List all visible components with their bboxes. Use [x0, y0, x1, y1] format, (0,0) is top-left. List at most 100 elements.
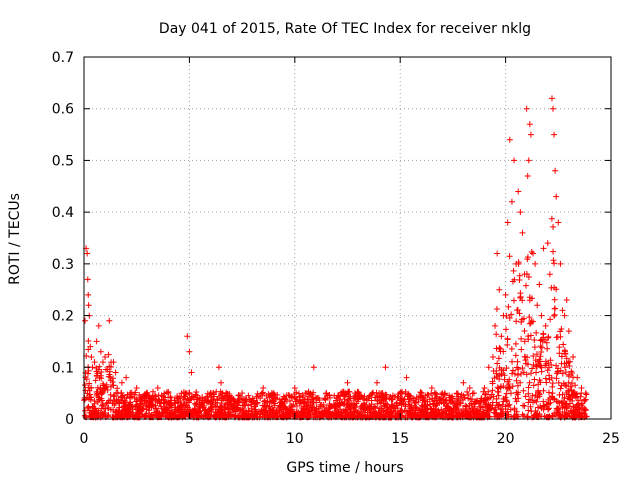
data-point — [291, 384, 298, 391]
data-point — [477, 403, 484, 410]
data-point — [246, 396, 253, 403]
data-point — [128, 411, 135, 418]
data-point — [158, 403, 165, 410]
data-point — [514, 307, 521, 314]
data-point — [317, 401, 324, 408]
data-point — [513, 389, 520, 396]
data-point — [105, 351, 112, 358]
y-tick-label: 0.2 — [52, 309, 74, 325]
data-point — [543, 360, 550, 367]
data-point — [496, 372, 503, 379]
data-point — [271, 400, 278, 407]
data-point — [360, 400, 367, 407]
data-point — [86, 380, 93, 387]
data-point — [96, 363, 103, 370]
data-point — [523, 282, 530, 289]
data-point — [547, 316, 554, 323]
data-point — [133, 384, 140, 391]
data-point — [508, 311, 515, 318]
data-point — [308, 391, 315, 398]
data-point — [253, 408, 260, 415]
data-point — [388, 409, 395, 416]
data-point — [285, 392, 292, 399]
data-point — [231, 405, 238, 412]
data-point — [142, 402, 149, 409]
data-point — [553, 334, 560, 341]
data-point — [273, 395, 280, 402]
data-point — [535, 404, 542, 411]
data-point — [110, 382, 117, 389]
data-point — [525, 399, 532, 406]
data-point — [341, 396, 348, 403]
data-point — [96, 374, 103, 381]
data-point — [516, 310, 523, 317]
data-point — [486, 394, 493, 401]
data-point — [335, 401, 342, 408]
data-point — [85, 302, 92, 309]
data-point — [307, 390, 314, 397]
data-point — [166, 401, 173, 408]
data-point — [502, 403, 509, 410]
x-tick-label: 0 — [80, 431, 89, 447]
data-point — [500, 312, 507, 319]
data-point — [432, 406, 439, 413]
data-point — [508, 198, 515, 205]
data-point — [293, 389, 300, 396]
data-point — [425, 392, 432, 399]
data-point — [559, 391, 566, 398]
data-point — [546, 372, 553, 379]
x-axis-label: GPS time / hours — [286, 460, 403, 476]
data-point — [211, 393, 218, 400]
data-point — [408, 402, 415, 409]
data-point — [244, 412, 251, 419]
data-point — [95, 394, 102, 401]
data-point — [396, 400, 403, 407]
data-point — [143, 413, 150, 420]
data-point — [136, 408, 143, 415]
data-point — [187, 412, 194, 419]
data-point — [355, 390, 362, 397]
data-point — [81, 382, 88, 389]
data-point — [464, 388, 471, 395]
data-point — [388, 402, 395, 409]
data-point — [537, 353, 544, 360]
data-point — [559, 370, 566, 377]
data-point — [255, 393, 262, 400]
data-point — [531, 337, 538, 344]
data-point — [527, 396, 534, 403]
data-point — [530, 353, 537, 360]
data-point — [561, 360, 568, 367]
data-point — [347, 402, 354, 409]
data-point — [540, 398, 547, 405]
data-point — [419, 397, 426, 404]
data-point — [167, 393, 174, 400]
data-point — [371, 394, 378, 401]
data-point — [86, 395, 93, 402]
data-point — [466, 384, 473, 391]
data-point — [453, 390, 460, 397]
data-point — [487, 405, 494, 412]
data-point — [582, 390, 589, 397]
data-point — [333, 395, 340, 402]
data-point — [192, 407, 199, 414]
data-point — [567, 383, 574, 390]
data-point — [203, 399, 210, 406]
data-point — [459, 396, 466, 403]
data-point — [342, 412, 349, 419]
data-point — [518, 319, 525, 326]
data-point — [186, 348, 193, 355]
data-point — [469, 405, 476, 412]
data-point — [523, 105, 530, 112]
data-point — [569, 409, 576, 416]
data-point — [188, 369, 195, 376]
data-point — [461, 408, 468, 415]
data-point — [309, 404, 316, 411]
data-point — [517, 379, 524, 386]
data-point — [122, 399, 129, 406]
data-point — [217, 392, 224, 399]
y-axis-label: ROTI / TECUs — [7, 193, 23, 285]
data-point — [563, 412, 570, 419]
data-point — [97, 386, 104, 393]
data-point — [560, 341, 567, 348]
data-point — [536, 356, 543, 363]
